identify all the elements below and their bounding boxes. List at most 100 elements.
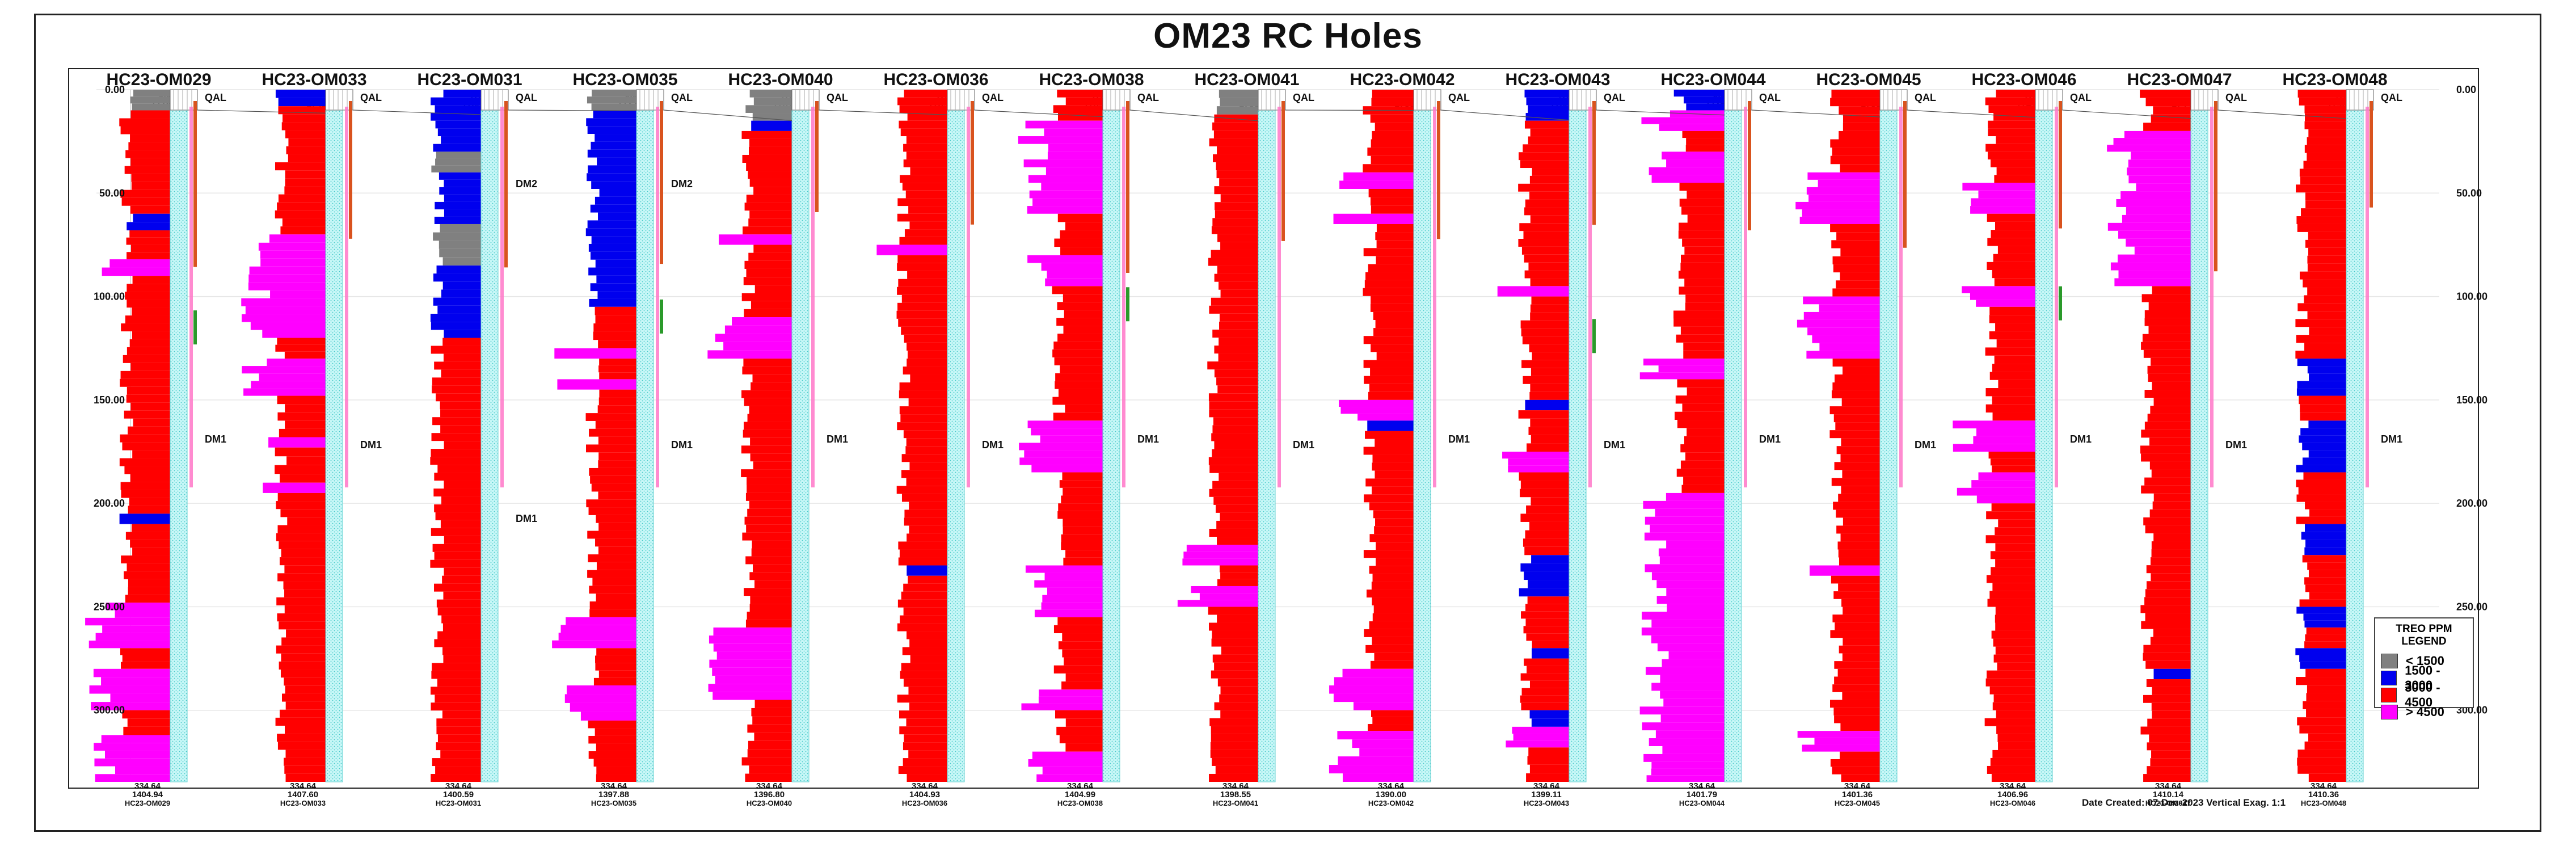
- grade-interval: [284, 677, 326, 686]
- eoh-depth: 334.64: [1222, 781, 1249, 791]
- grade-interval: [1814, 738, 1880, 745]
- grade-interval: [433, 232, 481, 241]
- grade-interval: [715, 675, 792, 684]
- grade-interval: [1519, 588, 1569, 597]
- grade-interval: [876, 245, 947, 255]
- grade-interval: [1840, 723, 1880, 731]
- grade-interval: [1529, 521, 1569, 531]
- grade-interval: [1372, 462, 1414, 471]
- grade-interval: [1371, 139, 1414, 148]
- surface-correlation: [197, 110, 326, 113]
- grade-interval: [716, 651, 792, 660]
- hole-name: HC23-OM046: [1971, 70, 2076, 89]
- grade-interval: [598, 212, 636, 221]
- grade-interval: [1525, 113, 1569, 121]
- grade-interval: [1995, 527, 2035, 536]
- drillhole-hc23-om036: HC23-OM0360.001739.57334.641404.93HC23-O…: [819, 70, 1004, 807]
- unit-label-qal: QAL: [360, 92, 382, 103]
- eoh-elevation: 1401.79: [1687, 790, 1717, 799]
- grade-interval: [286, 629, 326, 638]
- grade-interval: [101, 677, 170, 685]
- grade-interval: [124, 410, 170, 419]
- grade-interval: [715, 334, 792, 342]
- grade-interval: [732, 317, 792, 326]
- grade-interval: [440, 520, 481, 528]
- grade-interval: [1518, 183, 1569, 192]
- sample-column: [1569, 89, 1587, 782]
- grade-interval: [596, 562, 636, 570]
- grade-interval: [1214, 662, 1258, 671]
- eoh-elevation: 1397.88: [598, 790, 629, 799]
- grade-interval: [751, 301, 792, 309]
- grade-interval: [899, 237, 947, 245]
- grade-interval: [1057, 213, 1103, 222]
- grade-interval: [1649, 167, 1725, 175]
- grade-interval: [1684, 279, 1725, 287]
- grade-interval: [1216, 377, 1258, 386]
- grade-interval: [1529, 764, 1569, 773]
- grade-interval: [130, 158, 170, 166]
- eoh-hole-name: HC23-OM044: [1679, 799, 1725, 807]
- grade-interval: [1518, 410, 1569, 419]
- grade-interval: [132, 308, 170, 315]
- surface-correlation: [1751, 110, 1881, 117]
- grade-interval: [1831, 240, 1880, 249]
- grade-interval: [433, 273, 481, 282]
- grade-interval: [437, 631, 481, 639]
- grade-interval: [1643, 358, 1725, 366]
- grade-interval: [2295, 319, 2346, 327]
- grade-interval: [560, 625, 636, 633]
- grade-interval: [2124, 131, 2191, 138]
- grade-interval: [1528, 747, 1569, 756]
- grade-interval: [1686, 103, 1725, 111]
- grade-interval: [2307, 263, 2346, 272]
- grade-interval: [1832, 358, 1880, 367]
- grade-interval: [2150, 758, 2191, 767]
- grade-interval: [1976, 300, 2035, 307]
- grade-interval: [598, 546, 636, 555]
- grade-interval: [1521, 246, 1569, 255]
- grade-interval: [909, 525, 947, 534]
- grade-interval: [1059, 735, 1103, 744]
- grade-interval: [2152, 501, 2191, 510]
- grade-interval: [2296, 479, 2346, 487]
- lith-strip: [345, 107, 348, 487]
- grade-interval: [1978, 472, 2035, 481]
- grade-interval: [277, 742, 326, 750]
- grade-interval: [437, 607, 481, 616]
- grade-interval: [598, 365, 636, 373]
- grade-interval: [2140, 445, 2191, 454]
- grade-interval: [1214, 369, 1258, 378]
- grade-interval: [130, 96, 170, 104]
- y-tick-right: 250.00: [2456, 601, 2488, 612]
- grade-interval: [1038, 696, 1103, 704]
- grade-interval: [566, 617, 636, 625]
- eoh-depth: 334.64: [2311, 781, 2337, 791]
- grade-interval: [2305, 200, 2346, 209]
- grade-interval: [434, 473, 481, 481]
- grade-interval: [2304, 343, 2346, 351]
- grade-interval: [1369, 534, 1414, 542]
- grade-interval: [433, 297, 481, 306]
- grade-interval: [1645, 564, 1725, 573]
- grade-interval: [275, 447, 326, 457]
- grade-interval: [2308, 129, 2346, 137]
- grade-interval: [287, 517, 326, 525]
- grade-interval: [591, 181, 636, 189]
- grade-interval: [436, 742, 481, 751]
- grade-interval: [1048, 144, 1103, 152]
- eoh-elevation: 1399.11: [1531, 790, 1561, 799]
- grade-interval: [1209, 401, 1258, 410]
- eoh-elevation: 1398.55: [1220, 790, 1251, 799]
- eoh-elevation: 1404.94: [132, 790, 163, 799]
- y-tick-right: 100.00: [2456, 291, 2488, 302]
- grade-interval: [1061, 542, 1103, 550]
- grade-interval: [586, 118, 636, 127]
- grade-interval: [1031, 465, 1103, 473]
- grade-interval: [908, 398, 947, 407]
- grade-interval: [897, 263, 947, 271]
- grade-interval: [128, 506, 170, 514]
- grade-interval: [588, 243, 636, 252]
- grade-interval: [1531, 497, 1569, 506]
- grade-interval: [433, 144, 481, 152]
